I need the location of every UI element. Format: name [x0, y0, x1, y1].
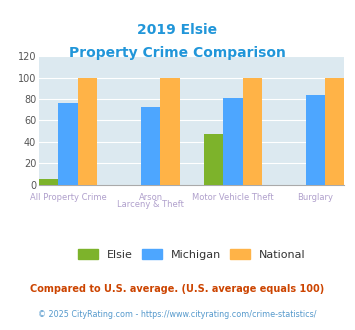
Bar [325, 78, 344, 185]
Bar [242, 78, 262, 185]
Text: Larceny & Theft: Larceny & Theft [117, 200, 184, 209]
Text: All Property Crime: All Property Crime [30, 193, 106, 202]
Text: © 2025 CityRating.com - https://www.cityrating.com/crime-statistics/: © 2025 CityRating.com - https://www.city… [38, 310, 317, 319]
Text: Burglary: Burglary [297, 193, 333, 202]
Bar [306, 95, 325, 185]
Text: Property Crime Comparison: Property Crime Comparison [69, 46, 286, 60]
Bar [39, 180, 59, 185]
Legend: Elsie, Michigan, National: Elsie, Michigan, National [73, 245, 310, 264]
Text: Arson: Arson [138, 193, 163, 202]
Text: Motor Vehicle Theft: Motor Vehicle Theft [192, 193, 274, 202]
Bar [59, 103, 78, 185]
Bar [78, 78, 97, 185]
Text: 2019 Elsie: 2019 Elsie [137, 23, 218, 37]
Text: Compared to U.S. average. (U.S. average equals 100): Compared to U.S. average. (U.S. average … [31, 284, 324, 294]
Bar [141, 107, 160, 185]
Bar [160, 78, 180, 185]
Bar [204, 134, 223, 185]
Bar [223, 98, 242, 185]
